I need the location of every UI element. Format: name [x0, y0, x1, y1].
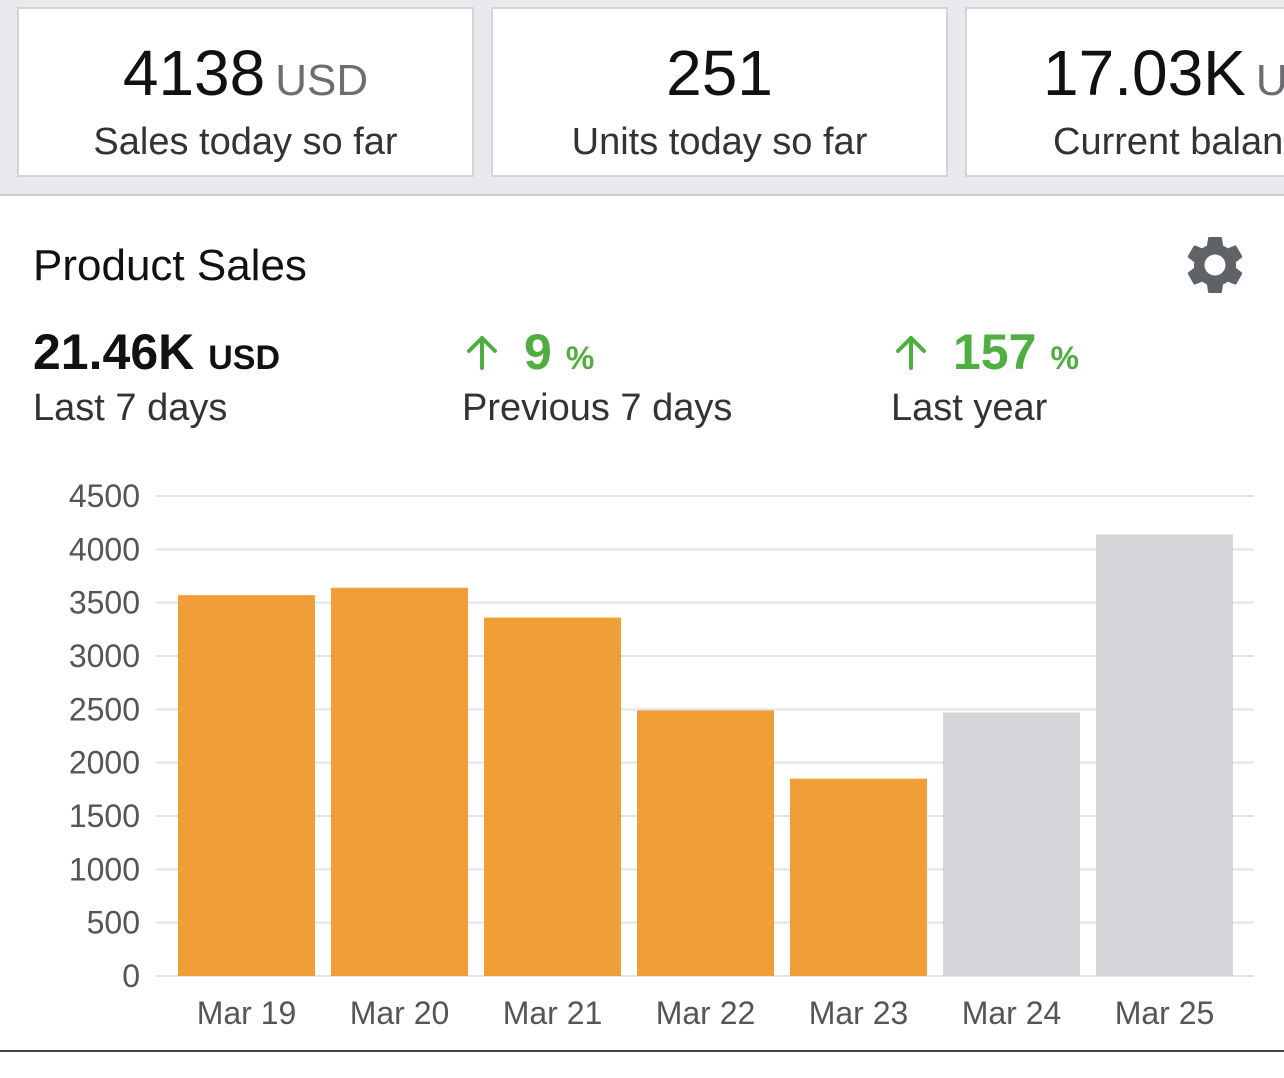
bottom-divider — [0, 1050, 1284, 1052]
units-today-value: 251 — [666, 37, 773, 109]
metric-last-7-days-unit: USD — [208, 339, 281, 377]
sales-today-label: Sales today so far — [93, 121, 398, 163]
metric-last-7-days-value: 21.46K — [33, 324, 195, 380]
y-tick-label: 0 — [122, 958, 140, 994]
bar-mar-22[interactable] — [637, 710, 774, 976]
x-tick-label: Mar 20 — [350, 995, 450, 1031]
metric-previous-7-days-value: 9 — [524, 324, 552, 380]
bar-mar-24[interactable] — [943, 712, 1080, 976]
metric-previous-7-days-label: Previous 7 days — [462, 387, 733, 429]
metric-last-year-value: 157 — [953, 324, 1037, 380]
current-balance-card[interactable]: 17.03K USD Current balance — [965, 7, 1284, 177]
metric-last-7-days: 21.46K USD Last 7 days — [33, 324, 280, 432]
y-tick-label: 4000 — [69, 531, 140, 567]
current-balance-value: 17.03K — [1043, 37, 1246, 109]
sales-today-value-row: 4138 USD — [19, 33, 472, 131]
arrow-up-icon — [896, 336, 926, 370]
metric-last-year: 157 % Last year — [891, 324, 1079, 432]
bar-mar-20[interactable] — [331, 587, 468, 976]
metric-last-year-value-row: 157 % — [891, 324, 1079, 380]
arrow-up-icon — [467, 336, 497, 370]
y-tick-label: 3500 — [69, 585, 140, 621]
metric-last-7-days-value-row: 21.46K USD — [33, 324, 280, 380]
units-today-label: Units today so far — [571, 121, 868, 163]
x-tick-label: Mar 23 — [809, 995, 909, 1031]
bar-mar-19[interactable] — [178, 595, 315, 976]
x-tick-label: Mar 24 — [962, 995, 1062, 1031]
metric-last-year-unit: % — [1050, 340, 1079, 376]
metric-last-year-label: Last year — [891, 387, 1048, 429]
metric-previous-7-days-unit: % — [565, 340, 595, 376]
sales-today-value: 4138 — [122, 37, 266, 109]
bar-mar-21[interactable] — [484, 617, 621, 976]
metric-previous-7-days-value-row: 9 % — [462, 324, 732, 380]
gear-icon[interactable] — [1180, 230, 1250, 300]
y-tick-label: 500 — [87, 905, 140, 941]
x-tick-label: Mar 21 — [503, 995, 603, 1031]
bar-mar-25[interactable] — [1096, 534, 1233, 976]
y-tick-label: 2000 — [69, 745, 140, 781]
y-tick-label: 4500 — [69, 478, 140, 514]
current-balance-unit: USD — [1256, 56, 1284, 105]
bar-mar-23[interactable] — [790, 778, 927, 976]
current-balance-label: Current balance — [1053, 121, 1284, 163]
metric-previous-7-days: 9 % Previous 7 days — [462, 324, 732, 432]
current-balance-value-row: 17.03K USD — [1043, 33, 1284, 131]
summary-strip: 4138 USD Sales today so far 251 Units tod… — [0, 0, 1284, 196]
y-tick-label: 3000 — [69, 638, 140, 674]
x-tick-label: Mar 25 — [1115, 995, 1215, 1031]
product-sales-title: Product Sales — [33, 241, 307, 290]
product-sales-bar-chart: 0 500 1000 1500 2000 2500 3000 3500 4000 4500 Mar … — [69, 478, 1254, 1031]
y-tick-label: 1000 — [69, 851, 140, 887]
x-tick-label: Mar 22 — [656, 995, 756, 1031]
y-tick-label: 2500 — [69, 691, 140, 727]
sales-today-card[interactable]: 4138 USD Sales today so far — [17, 7, 474, 177]
x-tick-label: Mar 19 — [197, 995, 297, 1031]
y-tick-label: 1500 — [69, 798, 140, 834]
units-today-card[interactable]: 251 Units today so far — [491, 7, 948, 177]
sales-today-unit: USD — [275, 56, 369, 105]
units-today-value-row: 251 — [493, 33, 946, 131]
metric-last-7-days-label: Last 7 days — [33, 387, 228, 429]
